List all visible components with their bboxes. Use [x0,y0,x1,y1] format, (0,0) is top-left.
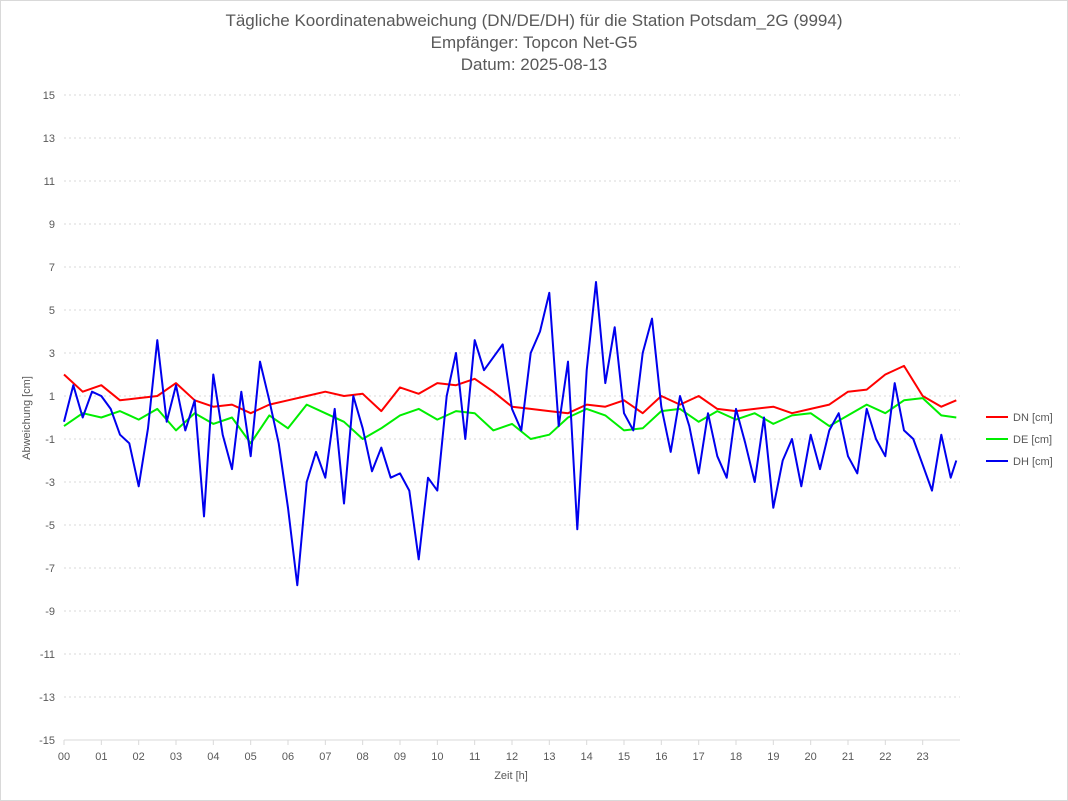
x-tick-label: 06 [282,751,294,763]
y-axis-ticks: 15 13 11 9 7 5 3 1 -1 -3 -5 -7 -9 -11 -13 -15 [39,90,55,747]
y-tick-label: -3 [45,477,55,489]
y-tick-label: -11 [40,649,55,661]
x-tick-label: 08 [357,751,369,763]
x-tick-label: 15 [618,751,630,763]
chart-title-block: Tägliche Koordinatenabweichung (DN/DE/DH… [0,10,1068,76]
x-tick-label: 23 [917,751,929,763]
x-tick-label: 09 [394,751,406,763]
y-tick-label: -5 [45,520,55,532]
y-tick-label: 1 [49,391,55,403]
x-tick-label: 01 [95,751,107,763]
x-tick-label: 13 [543,751,555,763]
x-tick-label: 18 [730,751,742,763]
x-tick-label: 02 [133,751,145,763]
y-tick-label: -7 [45,563,55,575]
y-tick-label: 7 [49,262,55,274]
y-tick-label: -13 [39,692,55,704]
x-axis-label: Zeit [h] [494,770,528,782]
x-tick-label: 20 [805,751,817,763]
y-tick-label: 13 [43,133,55,145]
y-tick-label: 3 [49,348,55,360]
y-tick-label: -1 [45,434,55,446]
y-tick-label: 5 [49,305,55,317]
chart-subtitle-receiver: Empfänger: Topcon Net-G5 [430,33,638,52]
x-tick-label: 14 [581,751,593,763]
x-tick-label: 11 [469,751,480,763]
y-tick-label: -9 [45,606,55,618]
y-tick-label: 15 [43,90,55,102]
series-line-de [63,397,957,445]
x-tick-label: 04 [207,751,219,763]
x-tick-label: 19 [767,751,779,763]
y-tick-label: -15 [39,735,55,747]
y-tick-label: 9 [49,219,55,231]
grid-lines [64,94,960,741]
x-tick-label: 07 [319,751,331,763]
x-tick-label: 16 [655,751,667,763]
x-tick-label: 12 [506,751,518,763]
series-lines [63,281,958,587]
x-tick-label: 21 [842,751,854,763]
series-line-dh [63,281,958,587]
chart-subtitle-date: Datum: 2025-08-13 [460,55,608,74]
legend-label: DH [cm] [1013,456,1053,468]
x-tick-label: 03 [170,751,182,763]
x-tick-label: 05 [245,751,257,763]
x-tick-label: 22 [879,751,891,763]
legend: DN [cm] DE [cm] DH [cm] [986,412,1053,468]
legend-label: DE [cm] [1013,434,1052,446]
chart-title: Tägliche Koordinatenabweichung (DN/DE/DH… [225,11,843,30]
x-axis-ticks: 00 01 02 03 04 05 06 07 08 09 10 11 12 13 14 15 16 17 18 19… [58,740,929,763]
y-axis-label: Abweichung [cm] [21,376,33,460]
legend-label: DN [cm] [1013,412,1053,424]
x-tick-label: 17 [693,751,705,763]
y-tick-label: 11 [44,176,55,188]
x-tick-label: 00 [58,751,70,763]
x-tick-label: 10 [431,751,443,763]
